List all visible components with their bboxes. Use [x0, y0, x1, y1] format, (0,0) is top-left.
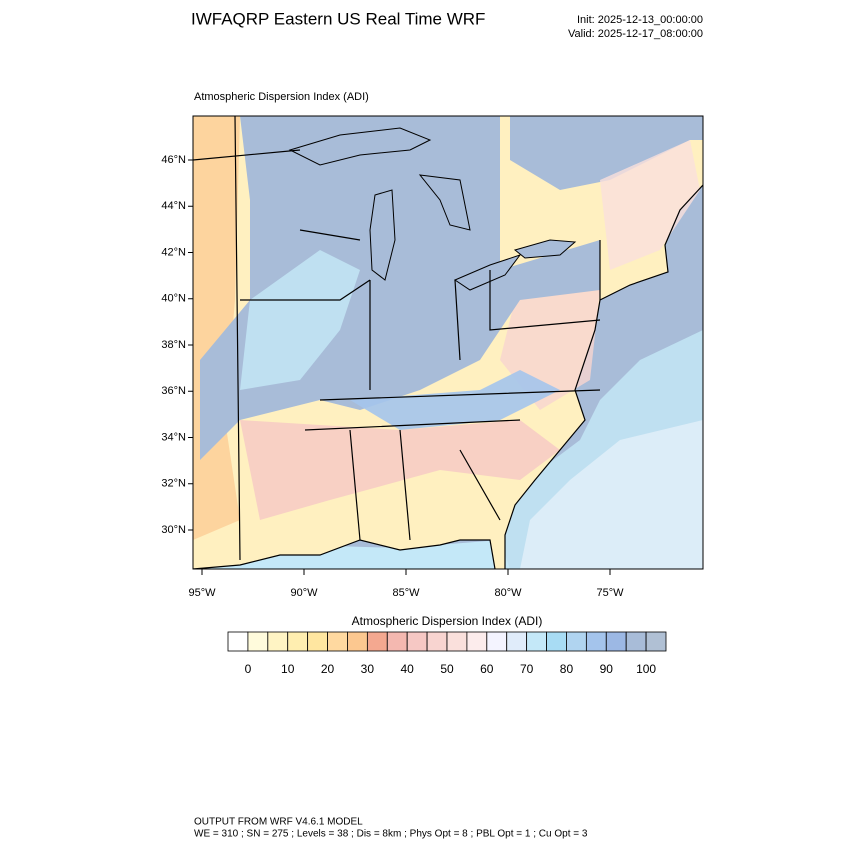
colorbar-label: 90	[600, 662, 614, 676]
footer-line1: OUTPUT FROM WRF V4.6.1 MODEL	[194, 817, 363, 828]
colorbar-box	[546, 631, 567, 652]
colorbar-box	[446, 631, 468, 652]
colorbar-box	[466, 631, 488, 652]
footer-line2: WE = 310 ; SN = 275 ; Levels = 38 ; Dis …	[194, 829, 588, 840]
colorbar-box	[585, 631, 607, 652]
colorbar-label: 80	[560, 662, 574, 676]
lat-label: 34°N	[161, 431, 186, 443]
lat-label: 44°N	[161, 200, 186, 212]
colorbar-box	[227, 631, 249, 652]
colorbar-label: 50	[440, 662, 454, 676]
colorbar-box	[566, 631, 587, 652]
colorbar-box	[366, 631, 388, 652]
lat-label: 32°N	[161, 478, 186, 490]
lat-label: 36°N	[161, 385, 186, 397]
colorbar-title: Atmospheric Dispersion Index (ADI)	[352, 614, 543, 628]
lat-label: 42°N	[161, 246, 186, 258]
lon-label: 85°W	[392, 587, 420, 599]
lon-label: 75°W	[596, 587, 624, 599]
colorbar-label: 20	[321, 662, 335, 676]
valid-time: Valid: 2025-12-17_08:00:00	[568, 28, 703, 40]
colorbar-box	[307, 631, 328, 652]
init-time: Init: 2025-12-13_00:00:00	[577, 14, 703, 26]
colorbar-label: 30	[361, 662, 375, 676]
colorbar-box	[347, 631, 368, 652]
lon-label: 95°W	[188, 587, 216, 599]
colorbar-label: 70	[520, 662, 534, 676]
colorbar-box	[426, 631, 448, 652]
lat-label: 40°N	[161, 293, 186, 305]
map	[193, 116, 703, 569]
colorbar-box	[247, 631, 269, 652]
colorbar-box	[287, 631, 309, 652]
lat-label: 38°N	[161, 339, 186, 351]
colorbar-box	[645, 631, 667, 652]
colorbar-box	[327, 631, 348, 652]
lon-label: 90°W	[290, 587, 318, 599]
colorbar-box	[526, 631, 547, 652]
colorbar-box	[625, 631, 647, 652]
colorbar-label: 60	[480, 662, 494, 676]
colorbar-box	[267, 631, 289, 652]
title: IWFAQRP Eastern US Real Time WRF	[191, 9, 485, 28]
lon-label: 80°W	[494, 587, 522, 599]
lat-label: 30°N	[161, 524, 186, 536]
colorbar-box	[386, 631, 408, 652]
colorbar-box	[406, 631, 428, 652]
colorbar-label: 100	[636, 662, 656, 676]
colorbar-label: 40	[401, 662, 415, 676]
map-frame	[192, 115, 704, 570]
lat-label: 46°N	[161, 154, 186, 166]
colorbar-label: 0	[245, 662, 252, 676]
colorbar-box	[605, 631, 627, 652]
map-title: Atmospheric Dispersion Index (ADI)	[194, 91, 369, 103]
colorbar-box	[486, 631, 508, 652]
colorbar-box	[506, 631, 528, 652]
colorbar-label: 10	[281, 662, 295, 676]
